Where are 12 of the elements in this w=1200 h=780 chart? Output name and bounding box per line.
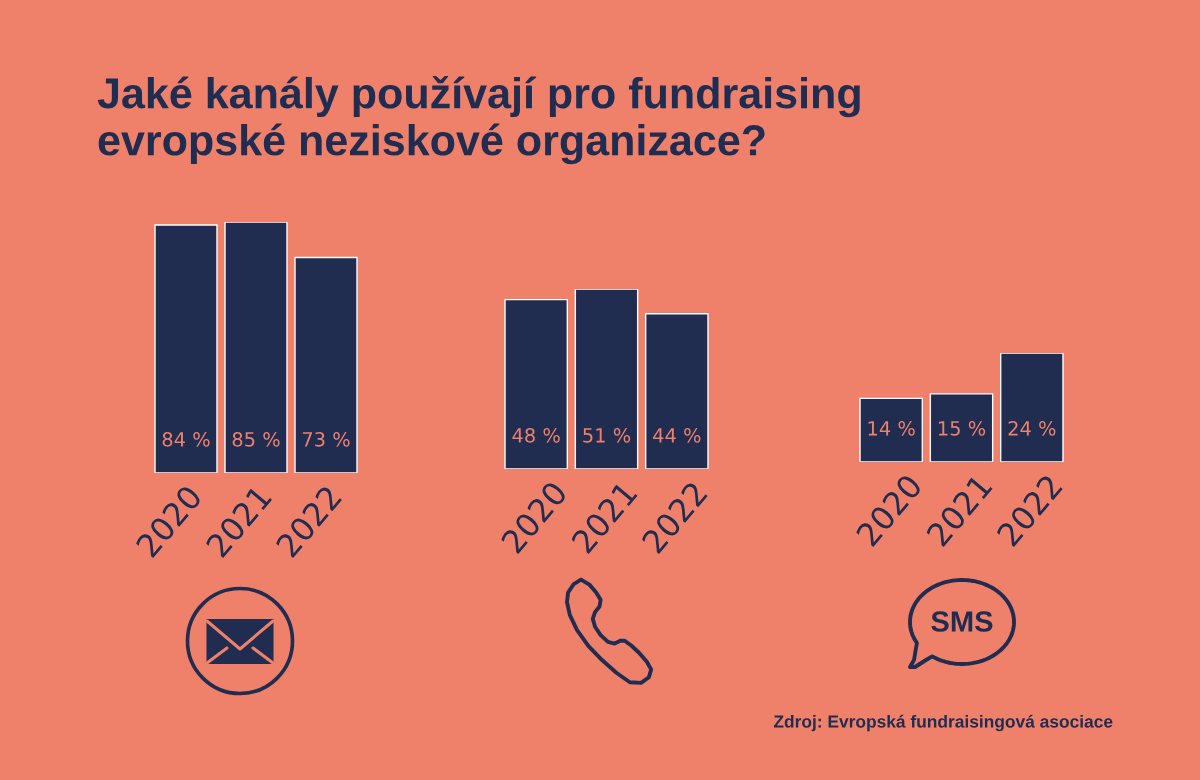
text: Jaké kanály používají pro fundraising evropské neziskové organizace? <box>97 76 860 165</box>
data-label: 85 % <box>232 431 280 447</box>
data-label: 15 % <box>938 420 986 436</box>
data-label: 84 % <box>162 431 210 447</box>
data-label: 73 % <box>302 431 350 447</box>
data-label: 24 % <box>1008 420 1056 436</box>
data-label: 14 % <box>868 420 915 436</box>
data-label: 48 % <box>512 427 560 443</box>
data-label: 44 % <box>653 427 701 443</box>
x-axis-title: SMS <box>931 611 993 632</box>
data-label: 51 % <box>583 427 631 443</box>
text: Zdroj: Evropská fundraisingová asociace <box>773 714 1113 732</box>
